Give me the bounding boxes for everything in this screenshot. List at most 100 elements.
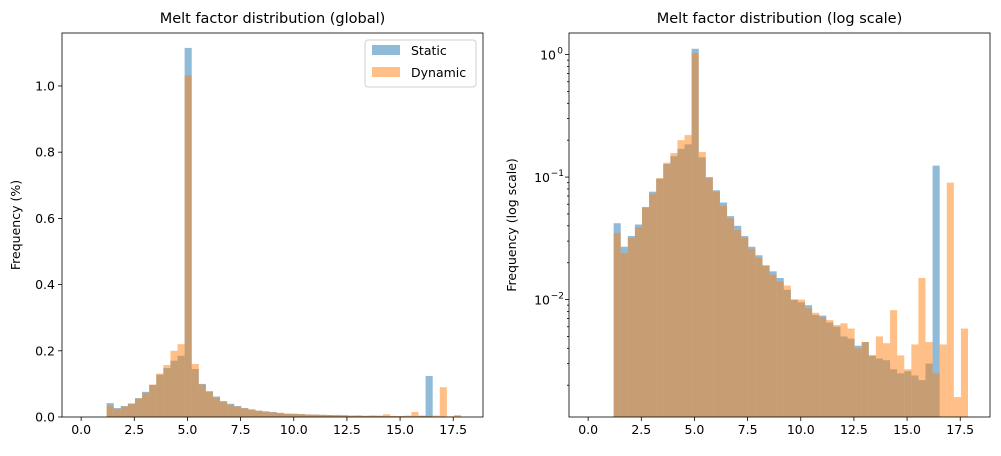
x-tick-label: 2.5 bbox=[124, 422, 144, 437]
dynamic-bar bbox=[198, 384, 206, 417]
dynamic-bar bbox=[298, 414, 306, 417]
legend-swatch-dynamic bbox=[372, 67, 400, 77]
dynamic-bar bbox=[805, 308, 813, 417]
y-tick-label: 10 bbox=[534, 293, 550, 308]
dynamic-bar bbox=[833, 325, 841, 417]
y-tick-exponent: −2 bbox=[551, 292, 564, 302]
dynamic-bar bbox=[404, 415, 412, 417]
dynamic-bar bbox=[269, 412, 277, 417]
dynamic-bar bbox=[156, 373, 164, 417]
dynamic-bar bbox=[255, 410, 263, 417]
dynamic-bar bbox=[670, 153, 678, 417]
y-axis-minor-ticks bbox=[567, 59, 569, 386]
dynamic-bar bbox=[890, 310, 898, 417]
log-histogram-chart: Melt factor distribution (log scale) 0.0… bbox=[504, 11, 991, 437]
dynamic-bar bbox=[383, 414, 391, 417]
legend: Static Dynamic bbox=[364, 39, 477, 88]
dynamic-bar bbox=[882, 343, 891, 417]
dynamic-bar bbox=[819, 317, 827, 417]
dynamic-bar bbox=[234, 406, 242, 417]
dynamic-bar bbox=[227, 404, 235, 417]
dynamic-bar bbox=[748, 248, 756, 417]
dynamic-bar bbox=[262, 411, 270, 417]
y-tick-label: 10 bbox=[534, 170, 550, 185]
x-tick-label: 5.0 bbox=[685, 422, 705, 437]
dynamic-bar bbox=[134, 398, 143, 417]
x-tick-label: 12.5 bbox=[333, 422, 361, 437]
x-tick-label: 7.5 bbox=[738, 422, 758, 437]
static-bar bbox=[425, 375, 433, 417]
dynamic-bar bbox=[946, 182, 954, 417]
dynamic-bar bbox=[769, 274, 777, 417]
dynamic-bar bbox=[418, 415, 426, 417]
dynamic-bar bbox=[361, 415, 369, 417]
chart-title: Melt factor distribution (global) bbox=[160, 11, 386, 27]
dynamic-bar bbox=[170, 350, 178, 417]
dynamic-bar bbox=[347, 415, 355, 417]
dynamic-bar bbox=[312, 414, 320, 417]
x-tick-label: 0.0 bbox=[71, 422, 91, 437]
dynamic-bar bbox=[741, 237, 749, 417]
legend-swatch-static bbox=[372, 45, 400, 55]
dynamic-bar bbox=[861, 342, 869, 417]
dynamic-bar bbox=[762, 265, 770, 417]
legend-label-static: Static bbox=[411, 43, 447, 58]
dynamic-bar bbox=[634, 227, 642, 417]
dynamic-bar bbox=[790, 299, 798, 417]
dynamic-bar bbox=[453, 415, 462, 417]
dynamic-series-bars bbox=[106, 75, 462, 418]
x-tick-label: 17.5 bbox=[946, 422, 974, 437]
dynamic-bar bbox=[911, 344, 919, 417]
dynamic-bar bbox=[340, 415, 348, 417]
dynamic-bar bbox=[649, 193, 657, 417]
dynamic-bar bbox=[656, 178, 664, 417]
y-tick-label: 0.4 bbox=[35, 277, 55, 292]
dynamic-bar bbox=[163, 365, 171, 417]
dynamic-bar bbox=[333, 414, 341, 417]
dynamic-bar bbox=[641, 207, 650, 417]
dynamic-bar bbox=[847, 328, 855, 417]
dynamic-bar bbox=[812, 312, 820, 417]
dynamic-bar bbox=[375, 415, 384, 417]
plot-frame bbox=[568, 32, 991, 418]
chart-title: Melt factor distribution (log scale) bbox=[657, 11, 902, 27]
dynamic-bar bbox=[390, 415, 398, 417]
dynamic-bar bbox=[826, 320, 834, 417]
dynamic-bar bbox=[425, 416, 433, 417]
dynamic-bar bbox=[932, 373, 940, 417]
dynamic-bar bbox=[142, 392, 150, 417]
dynamic-bar bbox=[106, 405, 114, 417]
x-tick-label: 15.0 bbox=[386, 422, 414, 437]
dynamic-bar bbox=[783, 285, 791, 417]
dynamic-bar bbox=[127, 404, 135, 417]
dynamic-bar bbox=[290, 413, 299, 417]
dynamic-bar bbox=[276, 412, 284, 417]
dynamic-bar bbox=[241, 408, 249, 417]
dynamic-bar bbox=[305, 414, 313, 417]
static-bar bbox=[932, 165, 940, 417]
legend-label-dynamic: Dynamic bbox=[411, 65, 466, 80]
x-tick-label: 0.0 bbox=[578, 422, 598, 437]
x-axis-ticks: 0.0 2.5 5.0 7.5 10.0 12.5 15.0 17.5 bbox=[71, 417, 467, 437]
dynamic-bar bbox=[319, 414, 327, 417]
dynamic-bar bbox=[620, 252, 628, 417]
x-tick-label: 5.0 bbox=[178, 422, 198, 437]
plot-frame bbox=[61, 32, 484, 418]
dynamic-bar bbox=[677, 140, 685, 417]
y-axis-ticks: 0.0 0.2 0.4 0.6 0.8 1.0 bbox=[35, 78, 62, 425]
dynamic-bar bbox=[397, 416, 405, 417]
dynamic-bar bbox=[627, 237, 635, 417]
y-tick-label: 1.0 bbox=[35, 78, 55, 93]
dynamic-bar bbox=[113, 409, 121, 417]
x-tick-label: 7.5 bbox=[231, 422, 251, 437]
dynamic-bar bbox=[918, 278, 926, 417]
dynamic-bar bbox=[854, 348, 862, 417]
x-tick-label: 10.0 bbox=[280, 422, 308, 437]
dynamic-series-bars bbox=[613, 52, 969, 418]
dynamic-bar bbox=[354, 415, 362, 417]
dynamic-bar bbox=[663, 162, 671, 417]
y-axis-label: Frequency (log scale) bbox=[504, 158, 519, 292]
linear-histogram-chart: Melt factor distribution (global) 0.0 2.5… bbox=[8, 11, 484, 437]
x-tick-label: 12.5 bbox=[840, 422, 868, 437]
